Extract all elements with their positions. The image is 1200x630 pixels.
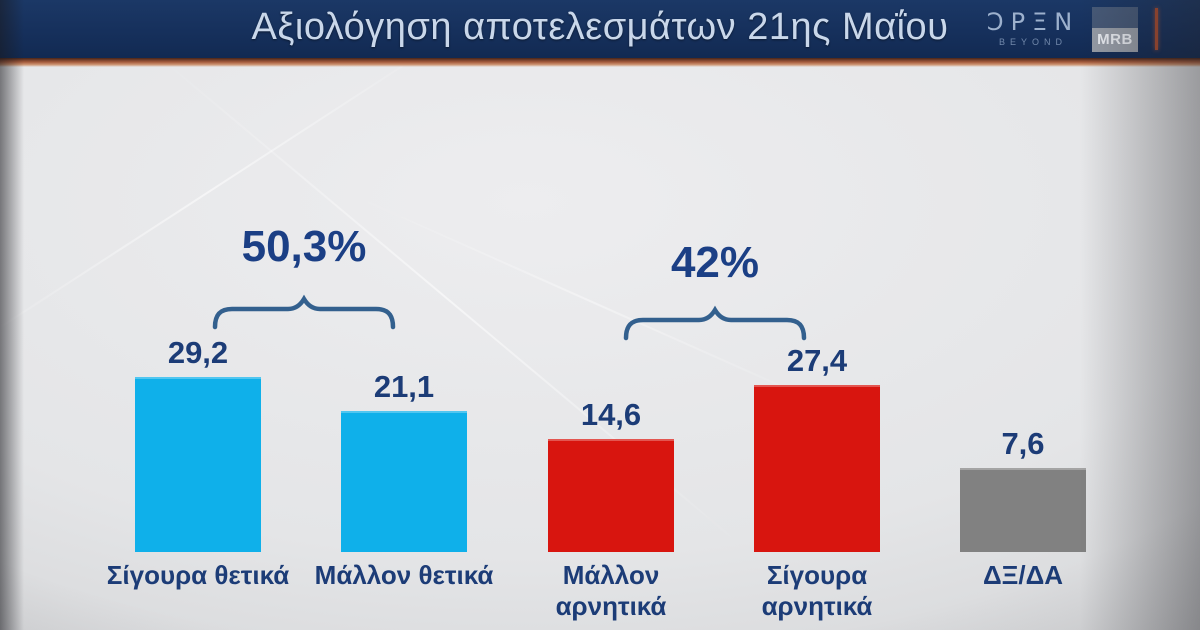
- mrb-logo-text: MRB: [1092, 28, 1138, 52]
- bar-category-label: Σίγουρα αρνητικά: [761, 560, 873, 621]
- bar: [135, 377, 261, 552]
- bar-value-label: 21,1: [373, 369, 435, 404]
- brace-bracket-positive: [212, 294, 396, 330]
- bar-value-label: 27,4: [786, 343, 848, 378]
- bar-category-label: ΔΞ/ΔΑ: [982, 560, 1064, 590]
- header-bar: Αξιολόγηση αποτελεσμάτων 21ης Μαΐου ƆPΞN…: [0, 0, 1200, 58]
- header-divider-line: [0, 58, 1200, 67]
- bar-value-label: 7,6: [1001, 426, 1045, 461]
- mrb-logo: MRB: [1092, 7, 1138, 52]
- open-logo-text: ƆPΞN: [986, 8, 1080, 36]
- group-positive-total-label: 50,3%: [241, 222, 367, 271]
- open-channel-logo: ƆPΞN BEYOND: [978, 10, 1088, 48]
- bar-category-label: Σίγουρα θετικά: [106, 560, 290, 590]
- bar: [754, 385, 880, 552]
- bar: [960, 468, 1086, 552]
- mrb-logo-emblem: [1092, 7, 1138, 28]
- header-accent-line: [1155, 8, 1158, 50]
- bar: [548, 439, 674, 552]
- group-negative-total-label: 42%: [670, 238, 760, 287]
- bar: [341, 411, 467, 552]
- open-logo-tagline: BEYOND: [998, 37, 1067, 47]
- bar-category-label: Μάλλον αρνητικά: [555, 560, 667, 621]
- bar-value-label: 29,2: [167, 335, 229, 370]
- bar-value-label: 14,6: [580, 397, 642, 432]
- bar-category-label: Μάλλον θετικά: [314, 560, 494, 590]
- brace-bracket-negative: [623, 305, 807, 341]
